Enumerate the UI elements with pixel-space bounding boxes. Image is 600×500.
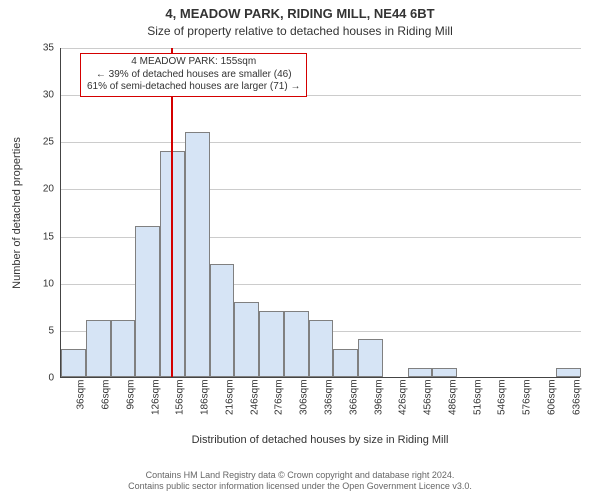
ytick-label: 0 <box>0 373 54 384</box>
y-axis-label: Number of detached properties <box>11 137 23 289</box>
plot-area <box>60 48 580 378</box>
ytick-label: 5 <box>0 325 54 336</box>
xtick-label: 306sqm <box>299 379 310 415</box>
ytick-label: 25 <box>0 137 54 148</box>
xtick-label: 396sqm <box>373 379 384 415</box>
histogram-bar <box>259 311 284 377</box>
reference-line <box>171 48 173 377</box>
xtick-label: 246sqm <box>249 379 260 415</box>
histogram-bar <box>135 226 160 377</box>
callout-line: 4 MEADOW PARK: 155sqm <box>131 56 256 69</box>
xtick-label: 456sqm <box>423 379 434 415</box>
xtick-label: 216sqm <box>224 379 235 415</box>
xtick-label: 636sqm <box>571 379 582 415</box>
histogram-bar <box>556 368 581 377</box>
histogram-bar <box>309 320 334 377</box>
callout-box: 4 MEADOW PARK: 155sqm← 39% of detached h… <box>80 53 307 97</box>
histogram-bar <box>210 264 235 377</box>
grid-line <box>61 189 581 190</box>
histogram-bar <box>86 320 111 377</box>
ytick-label: 20 <box>0 184 54 195</box>
histogram-bar <box>185 132 210 377</box>
ytick-label: 10 <box>0 278 54 289</box>
xtick-label: 96sqm <box>125 379 136 409</box>
histogram-bar <box>408 368 433 377</box>
chart-suptitle: 4, MEADOW PARK, RIDING MILL, NE44 6BT <box>0 6 600 21</box>
grid-line <box>61 48 581 49</box>
xtick-label: 126sqm <box>150 379 161 415</box>
callout-line: 61% of semi-detached houses are larger (… <box>87 81 300 94</box>
histogram-bar <box>111 320 136 377</box>
xtick-label: 276sqm <box>274 379 285 415</box>
histogram-bar <box>284 311 309 377</box>
xtick-label: 516sqm <box>472 379 483 415</box>
attribution-text: Contains HM Land Registry data © Crown c… <box>0 470 600 492</box>
xtick-label: 66sqm <box>101 379 112 409</box>
xtick-label: 426sqm <box>398 379 409 415</box>
histogram-bar <box>333 349 358 377</box>
histogram-bar <box>234 302 259 377</box>
attribution-line: Contains HM Land Registry data © Crown c… <box>0 470 600 481</box>
xtick-label: 606sqm <box>546 379 557 415</box>
ytick-label: 30 <box>0 90 54 101</box>
xtick-label: 546sqm <box>497 379 508 415</box>
ytick-label: 15 <box>0 231 54 242</box>
xtick-label: 366sqm <box>348 379 359 415</box>
xtick-label: 36sqm <box>76 379 87 409</box>
histogram-bar <box>61 349 86 377</box>
xtick-label: 336sqm <box>324 379 335 415</box>
xtick-label: 186sqm <box>200 379 211 415</box>
xtick-label: 486sqm <box>447 379 458 415</box>
xtick-label: 576sqm <box>522 379 533 415</box>
grid-line <box>61 142 581 143</box>
histogram-bar <box>432 368 457 377</box>
histogram-bar <box>358 339 383 377</box>
xtick-label: 156sqm <box>175 379 186 415</box>
ytick-label: 35 <box>0 43 54 54</box>
callout-line: ← 39% of detached houses are smaller (46… <box>96 69 292 82</box>
chart-frame: 4, MEADOW PARK, RIDING MILL, NE44 6BT Si… <box>0 0 600 500</box>
x-axis-label: Distribution of detached houses by size … <box>60 434 580 446</box>
attribution-line: Contains public sector information licen… <box>0 481 600 492</box>
chart-subtitle: Size of property relative to detached ho… <box>0 24 600 38</box>
